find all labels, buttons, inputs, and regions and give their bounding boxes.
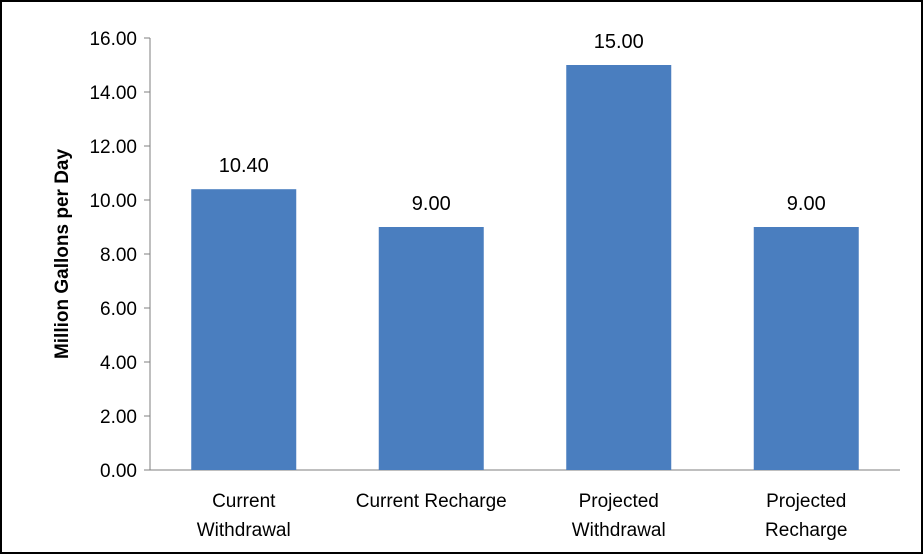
y-tick-label: 6.00 xyxy=(100,299,137,320)
data-label: 10.40 xyxy=(219,155,269,177)
data-label: 9.00 xyxy=(787,193,826,215)
bar xyxy=(753,227,859,470)
y-axis-title: Million Gallons per Day xyxy=(52,149,73,360)
x-tick-label: Projected Recharge xyxy=(765,491,847,541)
bars xyxy=(191,65,859,470)
y-tick-label: 4.00 xyxy=(100,353,137,374)
y-tick-label: 2.00 xyxy=(100,407,137,428)
category-labels: Current Withdrawal Current Recharge Project… xyxy=(197,491,848,541)
x-tick-label: Current Withdrawal xyxy=(197,491,291,541)
y-axis: 0.00 2.00 4.00 6.00 8.00 10.00 12.00 14.00 16.00 xyxy=(89,29,151,482)
bar xyxy=(378,227,484,470)
bar xyxy=(191,189,297,470)
bar xyxy=(566,65,672,470)
y-tick-label: 14.00 xyxy=(89,83,137,104)
y-tick-label: 8.00 xyxy=(100,245,137,266)
data-label: 9.00 xyxy=(412,193,451,215)
y-tick-label: 10.00 xyxy=(89,191,137,212)
x-tick-label: Current Recharge xyxy=(356,491,507,512)
data-label: 15.00 xyxy=(594,31,644,53)
x-tick-label: Projected Withdrawal xyxy=(572,491,666,541)
y-tick-label: 0.00 xyxy=(100,461,137,482)
data-labels: 10.40 9.00 15.00 9.00 xyxy=(219,31,826,215)
y-tick-label: 12.00 xyxy=(89,137,137,158)
y-tick-label: 16.00 xyxy=(89,29,137,50)
